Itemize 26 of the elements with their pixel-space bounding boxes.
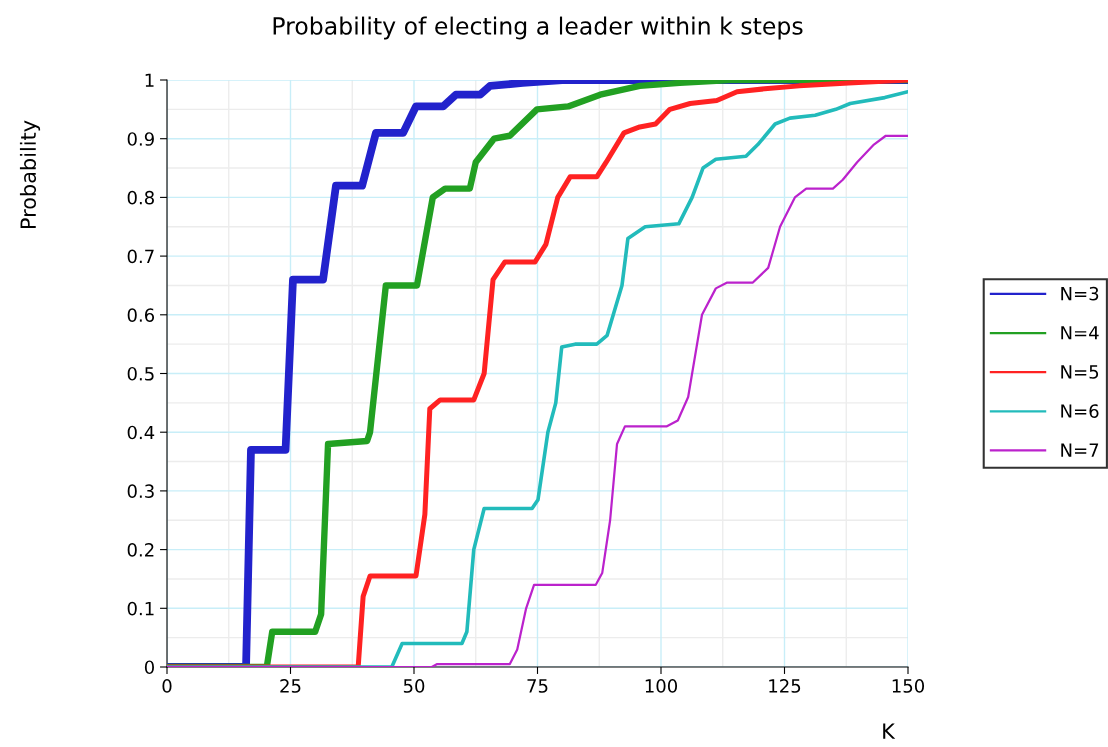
- y-tick-label: 0.1: [127, 601, 154, 616]
- x-tick-label: 0: [162, 679, 172, 693]
- legend-label: N=5: [1061, 365, 1099, 379]
- x-tick-label: 100: [645, 679, 678, 693]
- y-tick-label: 0.3: [127, 484, 154, 499]
- x-tick-label: 25: [280, 679, 301, 693]
- chart-title: Probability of electing a leader within k steps: [273, 16, 803, 40]
- legend-label: N=4: [1061, 326, 1099, 340]
- x-tick-label: 125: [769, 679, 801, 693]
- y-axis-title: Probability: [19, 120, 41, 229]
- y-tick-label: 0.6: [127, 308, 155, 322]
- y-tick-label: 0: [144, 660, 154, 675]
- x-tick-label: 50: [403, 679, 425, 693]
- y-tick-label: 0.7: [127, 249, 154, 264]
- y-tick-label: 0.2: [127, 543, 154, 557]
- x-axis-title: K: [883, 723, 896, 739]
- legend-label: N=7: [1061, 443, 1099, 457]
- y-tick-label: 0.9: [127, 132, 154, 146]
- x-tick-label: 150: [892, 679, 925, 693]
- x-tick-label: 75: [527, 679, 548, 693]
- legend-label: N=3: [1061, 286, 1099, 301]
- y-tick-label: 0.5: [127, 366, 154, 381]
- legend-label: N=6: [1061, 404, 1099, 418]
- y-tick-label: 0.4: [127, 425, 155, 440]
- y-tick-label: 1: [145, 73, 154, 87]
- y-tick-label: 0.8: [127, 190, 154, 205]
